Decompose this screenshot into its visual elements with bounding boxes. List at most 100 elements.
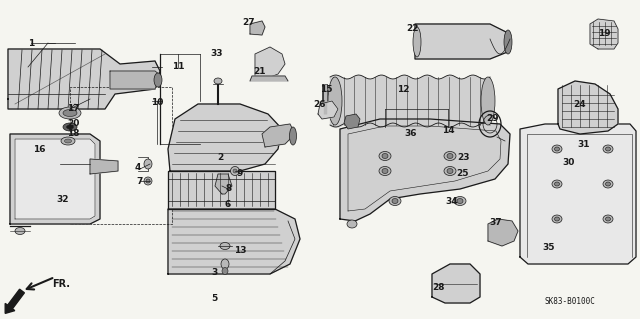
Text: 23: 23: [458, 153, 470, 162]
Text: 12: 12: [397, 85, 410, 94]
Ellipse shape: [603, 145, 613, 153]
Ellipse shape: [605, 182, 611, 186]
Polygon shape: [110, 71, 160, 89]
Ellipse shape: [392, 198, 398, 204]
Text: 15: 15: [320, 85, 333, 94]
Ellipse shape: [221, 259, 229, 269]
Ellipse shape: [61, 137, 75, 145]
Ellipse shape: [59, 107, 81, 119]
Text: 5: 5: [211, 294, 218, 303]
Text: 14: 14: [442, 126, 454, 135]
Text: 36: 36: [404, 129, 417, 138]
Text: 1: 1: [28, 39, 34, 48]
Ellipse shape: [552, 180, 562, 188]
Polygon shape: [558, 81, 618, 134]
Ellipse shape: [444, 167, 456, 175]
Ellipse shape: [146, 179, 150, 183]
Ellipse shape: [289, 127, 296, 145]
Text: 29: 29: [486, 114, 499, 123]
Polygon shape: [168, 171, 275, 209]
Text: 27: 27: [242, 18, 255, 27]
Polygon shape: [168, 104, 282, 171]
Text: 32: 32: [56, 195, 69, 204]
Ellipse shape: [67, 125, 74, 129]
Text: 4: 4: [134, 163, 141, 172]
Text: 19: 19: [598, 29, 611, 38]
Text: SK83-B0100C: SK83-B0100C: [545, 296, 595, 306]
Ellipse shape: [63, 109, 77, 116]
Text: 8: 8: [226, 184, 232, 193]
Polygon shape: [215, 174, 232, 194]
Ellipse shape: [63, 123, 77, 131]
Polygon shape: [344, 114, 360, 129]
Ellipse shape: [504, 30, 512, 54]
Text: 34: 34: [445, 197, 458, 206]
Text: 31: 31: [577, 140, 590, 149]
Ellipse shape: [444, 152, 456, 160]
Ellipse shape: [552, 145, 562, 153]
Text: 26: 26: [314, 100, 326, 109]
Ellipse shape: [457, 198, 463, 204]
Ellipse shape: [379, 152, 391, 160]
Ellipse shape: [347, 220, 357, 228]
Text: 33: 33: [210, 49, 223, 58]
Ellipse shape: [447, 153, 453, 159]
FancyArrow shape: [5, 289, 24, 313]
Ellipse shape: [144, 177, 152, 185]
Text: 13: 13: [234, 246, 246, 255]
Text: 18: 18: [67, 130, 80, 138]
Text: 9: 9: [237, 169, 243, 178]
Text: 37: 37: [490, 218, 502, 227]
Polygon shape: [250, 21, 265, 35]
Polygon shape: [255, 47, 285, 79]
Polygon shape: [415, 24, 510, 59]
Ellipse shape: [382, 153, 388, 159]
Ellipse shape: [605, 147, 611, 151]
Polygon shape: [10, 134, 100, 224]
Ellipse shape: [233, 169, 237, 173]
Ellipse shape: [603, 180, 613, 188]
Text: 3: 3: [211, 268, 218, 277]
Ellipse shape: [154, 73, 162, 87]
Ellipse shape: [454, 197, 466, 205]
Polygon shape: [432, 264, 480, 303]
Ellipse shape: [413, 27, 421, 57]
Ellipse shape: [605, 217, 611, 221]
Ellipse shape: [214, 78, 222, 84]
Text: 6: 6: [224, 200, 230, 209]
Text: 24: 24: [573, 100, 586, 109]
Ellipse shape: [222, 268, 228, 275]
Text: 21: 21: [253, 67, 266, 76]
Ellipse shape: [554, 147, 559, 151]
Text: 35: 35: [543, 243, 556, 252]
Ellipse shape: [554, 182, 559, 186]
Ellipse shape: [552, 215, 562, 223]
Ellipse shape: [554, 217, 559, 221]
Text: 16: 16: [33, 145, 46, 154]
Ellipse shape: [382, 168, 388, 174]
Polygon shape: [590, 19, 618, 49]
Text: 20: 20: [67, 119, 80, 128]
Ellipse shape: [603, 215, 613, 223]
Polygon shape: [488, 219, 518, 246]
Ellipse shape: [447, 168, 453, 174]
Polygon shape: [340, 119, 510, 221]
Ellipse shape: [328, 77, 342, 125]
Ellipse shape: [379, 167, 391, 175]
Text: 2: 2: [218, 153, 224, 162]
Ellipse shape: [230, 167, 239, 175]
Ellipse shape: [389, 197, 401, 205]
Ellipse shape: [15, 227, 25, 234]
Polygon shape: [250, 76, 288, 81]
Ellipse shape: [65, 139, 72, 143]
Text: 10: 10: [150, 98, 163, 107]
Text: 7: 7: [136, 177, 143, 186]
Polygon shape: [8, 49, 160, 109]
Ellipse shape: [144, 159, 152, 169]
Text: 25: 25: [456, 169, 468, 178]
Text: 30: 30: [562, 158, 575, 167]
Polygon shape: [262, 124, 295, 147]
Ellipse shape: [220, 242, 230, 249]
Text: 28: 28: [432, 283, 445, 292]
Polygon shape: [520, 124, 636, 264]
